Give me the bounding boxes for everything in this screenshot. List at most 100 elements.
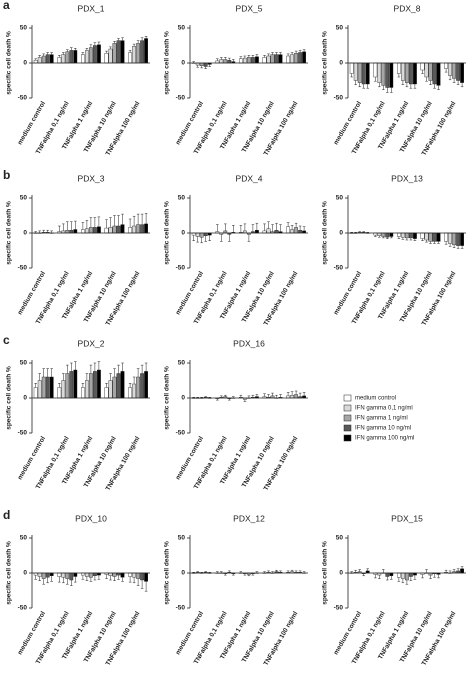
error-bar — [240, 395, 243, 397]
error-bar — [117, 575, 120, 579]
bar — [413, 233, 416, 239]
error-bar — [291, 392, 294, 396]
y-tick-label: 50 — [336, 195, 344, 202]
bar — [85, 50, 88, 63]
error-bar — [248, 55, 251, 57]
error-bar — [66, 365, 69, 373]
y-tick-label: 50 — [20, 25, 28, 32]
bar — [128, 573, 131, 577]
y-tick-label: -50 — [18, 95, 28, 102]
error-bar — [445, 69, 448, 73]
error-bar — [267, 395, 270, 398]
error-bar — [109, 218, 112, 228]
bar — [66, 230, 69, 233]
bar — [294, 395, 297, 399]
error-bar — [256, 55, 259, 57]
bar — [113, 573, 116, 577]
error-bar — [406, 580, 409, 584]
bar — [136, 377, 139, 398]
error-bar — [433, 84, 436, 88]
panel-label: d — [3, 508, 10, 522]
error-bar — [141, 38, 144, 41]
y-tick-label: 0 — [339, 570, 343, 577]
error-bar — [425, 240, 428, 242]
bar — [58, 573, 61, 577]
bar — [374, 63, 377, 77]
error-bar — [425, 570, 428, 574]
error-bar — [94, 576, 97, 580]
error-bar — [378, 575, 381, 579]
error-bar — [295, 51, 298, 53]
bar — [144, 573, 147, 581]
error-bar — [252, 225, 255, 232]
bar — [286, 56, 289, 63]
error-bar — [200, 237, 203, 243]
chart-title: PDX_3 — [78, 173, 105, 183]
error-bar — [267, 571, 270, 572]
error-bar — [86, 374, 89, 381]
error-bar — [303, 227, 306, 231]
error-bar — [248, 574, 251, 575]
bar — [140, 374, 143, 399]
error-bar — [299, 571, 302, 572]
error-bar — [220, 396, 223, 397]
y-tick-label: 50 — [20, 535, 28, 542]
bar — [302, 52, 305, 63]
bar — [70, 573, 73, 580]
bar — [70, 371, 73, 398]
chart-title: PDX_16 — [233, 338, 265, 348]
bar — [382, 233, 385, 237]
error-bar — [295, 391, 298, 395]
bar — [38, 57, 41, 63]
error-bar — [141, 580, 144, 588]
error-bar — [121, 363, 124, 371]
error-bar — [414, 84, 417, 88]
error-bar — [133, 377, 136, 384]
error-bar — [263, 224, 266, 231]
error-bar — [109, 47, 112, 49]
error-bar — [366, 84, 369, 88]
bar — [42, 573, 45, 579]
bar — [105, 228, 108, 233]
legend-swatch — [344, 395, 351, 401]
error-bar — [66, 50, 69, 52]
error-bar — [267, 54, 270, 56]
y-tick-label: 50 — [178, 360, 186, 367]
error-bar — [358, 570, 361, 572]
bar — [58, 57, 61, 63]
error-bar — [137, 214, 140, 225]
error-bar — [445, 570, 448, 572]
error-bar — [90, 218, 93, 228]
bar — [275, 55, 278, 63]
bar — [362, 63, 365, 84]
y-tick-label: 0 — [339, 60, 343, 67]
bar — [409, 233, 412, 238]
y-tick-label: -50 — [176, 95, 186, 102]
y-tick-label: -50 — [18, 265, 28, 272]
error-bar — [74, 577, 77, 583]
y-axis-label: specific cell death % — [6, 366, 13, 430]
error-bar — [232, 60, 235, 62]
bar — [290, 230, 293, 234]
bar — [62, 573, 65, 577]
error-bar — [46, 369, 49, 377]
bar — [444, 63, 447, 69]
bar — [255, 57, 258, 63]
bar — [354, 63, 357, 81]
bar — [113, 377, 116, 398]
bar — [224, 60, 227, 64]
error-bar — [279, 395, 282, 398]
bar — [50, 55, 53, 63]
bar — [93, 371, 96, 398]
bar — [452, 63, 455, 78]
bar — [113, 43, 116, 63]
bar — [38, 573, 41, 577]
error-bar — [82, 383, 85, 387]
bar — [397, 233, 400, 237]
bar — [386, 573, 389, 577]
bar — [204, 233, 207, 236]
error-bar — [224, 57, 227, 59]
error-bar — [437, 241, 440, 243]
bar — [50, 377, 53, 398]
y-tick-label: -50 — [18, 605, 28, 612]
